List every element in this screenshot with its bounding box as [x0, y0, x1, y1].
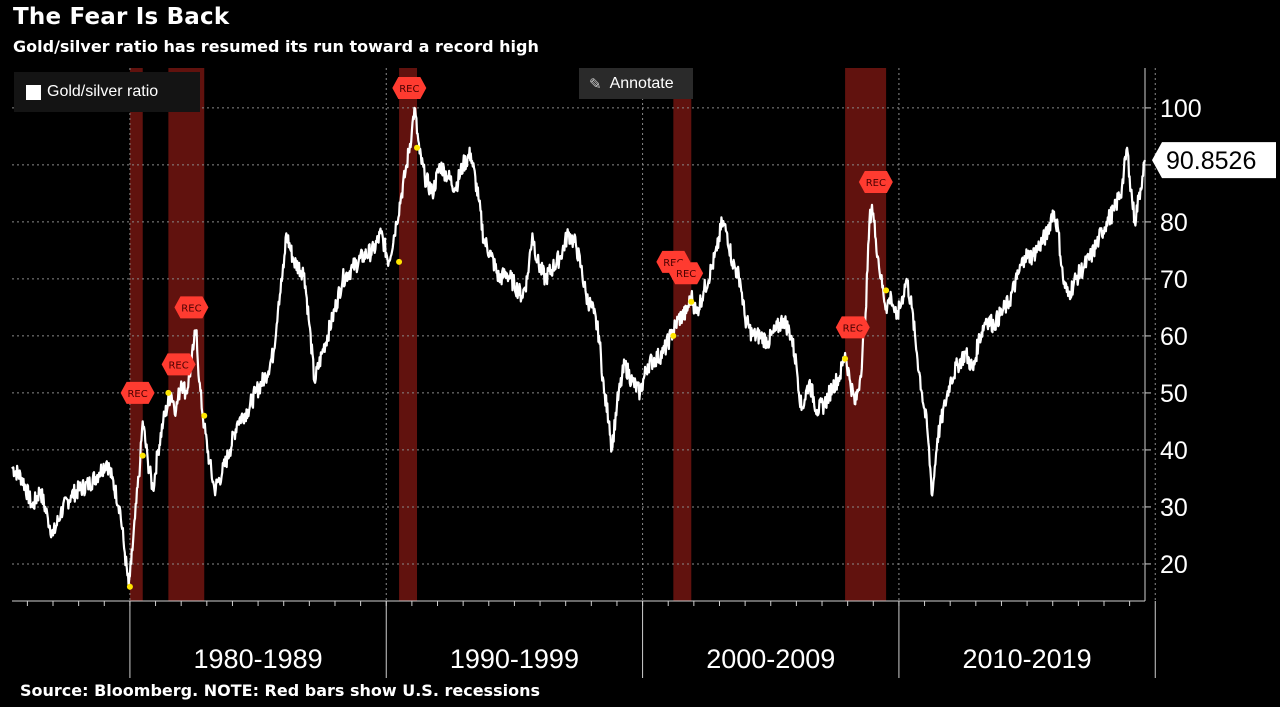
y-tick-label: 20 [1160, 551, 1188, 579]
recession-bar [168, 68, 205, 601]
event-points [126, 144, 890, 590]
event-marker [688, 298, 695, 305]
recession-bar [129, 68, 143, 601]
x-group-label: 2000-2009 [706, 644, 835, 674]
axes: 20304050607080901001980-19891990-1999200… [12, 68, 1202, 678]
event-marker [842, 355, 849, 362]
annotate-label: Annotate [609, 74, 674, 92]
legend-swatch [26, 84, 41, 100]
recession-bar [673, 68, 692, 601]
recession-bar [399, 68, 418, 601]
rec-badge-label: REC [127, 389, 147, 400]
x-group-label: 2010-2019 [963, 644, 1092, 674]
series-line [11, 106, 1147, 588]
x-group-label: 1990-1999 [450, 644, 579, 674]
y-tick-label: 60 [1160, 323, 1188, 351]
y-tick-label: 50 [1160, 380, 1188, 408]
chart-subtitle: Gold/silver ratio has resumed its run to… [13, 37, 539, 56]
last-value-box [1152, 142, 1276, 179]
y-tick-label: 80 [1160, 209, 1188, 237]
source-note: Source: Bloomberg. NOTE: Red bars show U… [20, 681, 540, 700]
rec-badge-label: REC [866, 178, 886, 189]
rec-badge-label: REC [181, 303, 201, 314]
gold-silver-ratio-line [11, 106, 1147, 588]
last-value-label: 90.8526 [1166, 147, 1256, 175]
chart-title: The Fear Is Back [13, 4, 230, 30]
y-tick-label: 100 [1160, 95, 1202, 123]
annotate-button[interactable]: ✎ Annotate [579, 68, 693, 99]
event-marker [139, 452, 146, 459]
rec-badge-shape [120, 381, 155, 404]
y-tick-label: 40 [1160, 437, 1188, 465]
rec-badge-shape [174, 296, 209, 319]
last-value-callout: 90.8526 [1152, 142, 1276, 179]
event-marker [883, 287, 890, 294]
rec-badge-label: REC [843, 323, 863, 334]
rec-badge-shape [392, 76, 427, 99]
rec-badge-label: REC [168, 360, 188, 371]
event-marker [165, 389, 172, 396]
x-group-label: 1980-1989 [194, 644, 323, 674]
pencil-icon: ✎ [589, 74, 602, 93]
recession-bars [129, 68, 887, 601]
y-tick-label: 30 [1160, 494, 1188, 522]
event-marker [126, 583, 133, 590]
rec-badge-label: REC [663, 258, 683, 269]
event-marker [201, 412, 208, 419]
rec-badge-shape [669, 262, 704, 285]
rec-badge-shape [161, 353, 196, 376]
grid-lines [12, 68, 1156, 601]
event-marker [670, 332, 677, 339]
rec-badge-shape [835, 316, 870, 339]
rec-badge-label: REC [399, 84, 419, 95]
legend-label: Gold/silver ratio [47, 83, 159, 100]
y-tick-label: 70 [1160, 266, 1188, 294]
rec-badge-shape [858, 171, 893, 194]
event-marker [414, 144, 421, 151]
legend: Gold/silver ratio [14, 72, 200, 112]
rec-badge-label: REC [676, 269, 696, 280]
event-marker [396, 258, 403, 265]
